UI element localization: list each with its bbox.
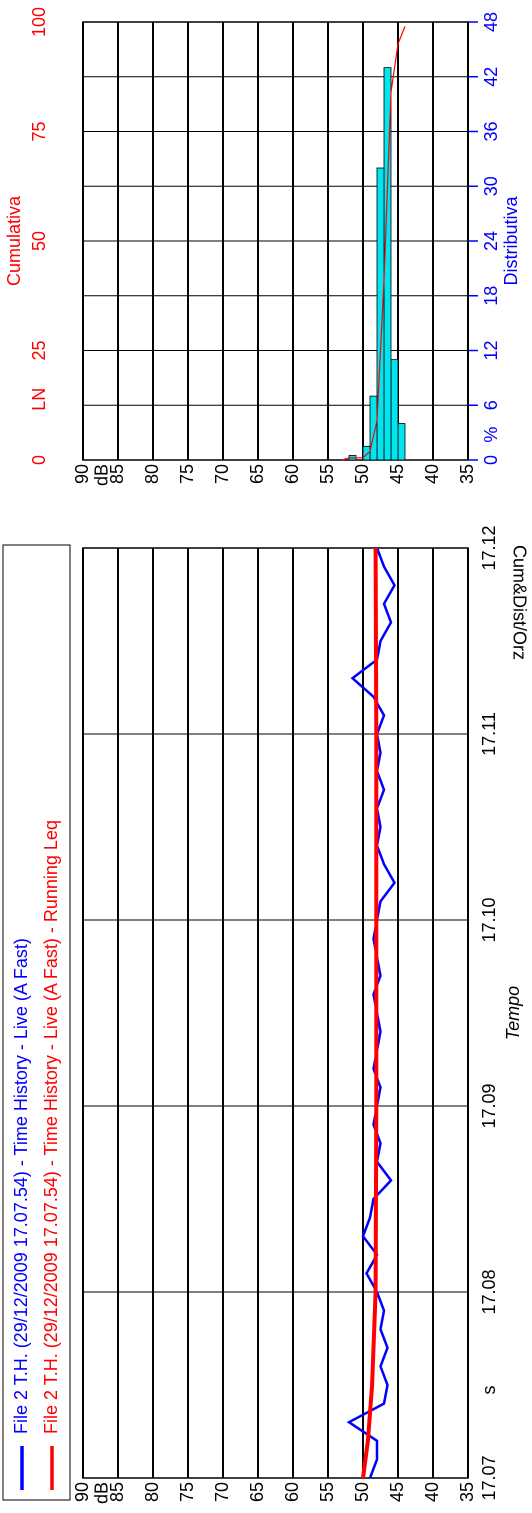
x-tick-label: 24 [481, 231, 501, 251]
y-tick-label: 60 [282, 464, 302, 484]
y-tick-label: 75 [177, 464, 197, 484]
x2-axis-title: Cumulativa [4, 195, 24, 286]
y-tick-label: 50 [352, 464, 372, 484]
x-axis-title: Tempo [503, 986, 523, 1040]
data-line [346, 547, 396, 1479]
legend-box [2, 544, 71, 1501]
x2-unit: LN [29, 388, 49, 411]
x2-tick-label: 50 [29, 231, 49, 251]
x2-tick-label: 100 [29, 7, 49, 37]
y-unit: dB [91, 1482, 111, 1504]
x-tick-label: 6 [481, 400, 501, 410]
bar [397, 423, 406, 461]
y-tick-label: 70 [212, 1482, 232, 1502]
cumulative-line [341, 26, 406, 461]
bar [390, 359, 399, 461]
y-tick-label: 40 [422, 464, 442, 484]
x-unit: s [479, 1386, 499, 1395]
x-tick-label: 42 [481, 67, 501, 87]
y-tick-label: 80 [142, 1482, 162, 1502]
y-tick-label: 70 [212, 464, 232, 484]
legend-label: File 2 T.H. (29/12/2009 17.07.54) - Time… [11, 938, 31, 1434]
y-tick-label: 85 [107, 1482, 127, 1502]
y-tick-label: 45 [387, 464, 407, 484]
y-tick-label: 85 [107, 464, 127, 484]
y-tick-label: 65 [247, 464, 267, 484]
x-tick-label: 17.11 [479, 712, 499, 756]
y-unit: dB [91, 464, 111, 486]
y-tick-label: 65 [247, 1482, 267, 1502]
y-tick-label: 35 [457, 464, 477, 484]
y-tick-label: 50 [352, 1482, 372, 1502]
y-tick-label: 80 [142, 464, 162, 484]
x-axis-title: Distributiva [501, 196, 521, 286]
x-tick-label: 30 [481, 176, 501, 196]
x-tick-label: 12 [481, 340, 501, 360]
y-tick-label: 90 [72, 464, 92, 484]
x-tick-label: 18 [481, 286, 501, 306]
y-tick-label: 75 [177, 1482, 197, 1502]
y-tick-label: 55 [317, 464, 337, 484]
annotation: Cum&Dist/Orz [509, 545, 529, 660]
bar [376, 167, 385, 461]
x-tick-label: 17.08 [479, 1269, 499, 1314]
bar [362, 445, 371, 461]
x-tick-label: 0 [481, 455, 501, 465]
y-tick-label: 40 [422, 1482, 442, 1502]
x-unit: % [481, 427, 501, 443]
x2-tick-label: 25 [29, 340, 49, 360]
y-tick-label: 90 [72, 1482, 92, 1502]
y-tick-label: 55 [317, 1482, 337, 1502]
x-tick-label: 48 [481, 12, 501, 32]
x-tick-label: 36 [481, 121, 501, 141]
y-tick-label: 45 [387, 1482, 407, 1502]
x-tick-label: 17.10 [479, 897, 499, 942]
x-tick-label: 17.12 [479, 525, 499, 570]
bar [369, 395, 378, 461]
plot-frame [82, 547, 469, 1479]
x-tick-label: 17.07 [479, 1455, 499, 1500]
y-tick-label: 35 [457, 1482, 477, 1502]
data-line [361, 547, 379, 1479]
x2-tick-label: 75 [29, 121, 49, 141]
x2-tick-label: 0 [29, 455, 49, 465]
x-tick-label: 17.09 [479, 1083, 499, 1128]
legend-label: File 2 T.H. (29/12/2009 17.07.54) - Time… [41, 820, 61, 1434]
y-tick-label: 60 [282, 1482, 302, 1502]
